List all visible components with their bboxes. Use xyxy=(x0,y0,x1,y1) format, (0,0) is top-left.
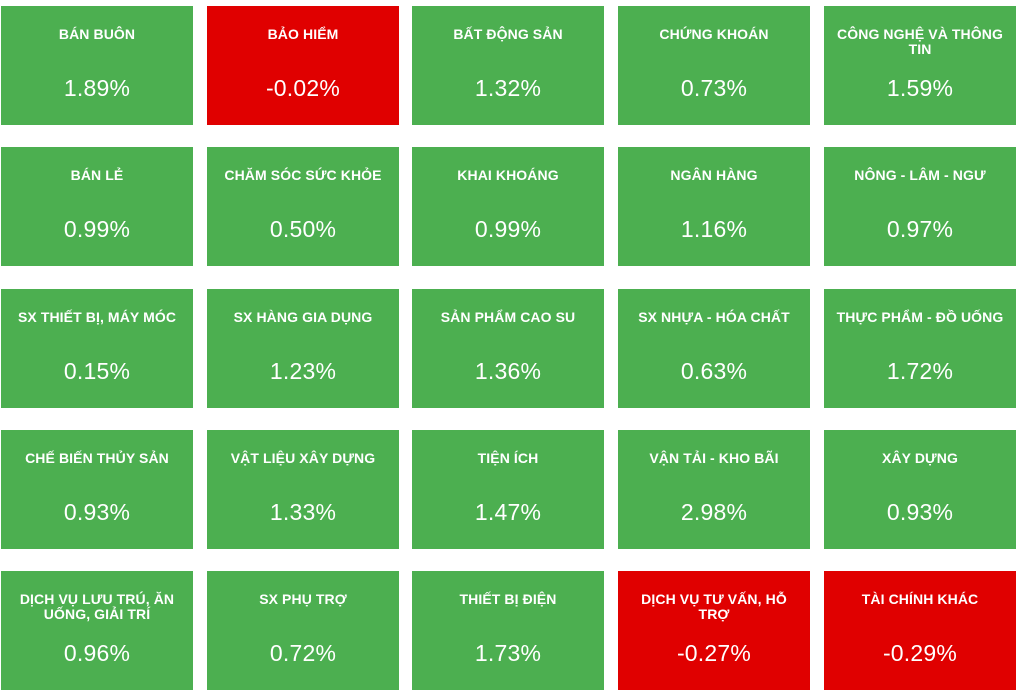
sector-tile[interactable]: DỊCH VỤ LƯU TRÚ, ĂN UỐNG, GIẢI TRÍ 0.96% xyxy=(1,571,193,690)
sector-tile[interactable]: CHẾ BIẾN THỦY SẢN 0.93% xyxy=(1,430,193,549)
sector-tile[interactable]: TÀI CHÍNH KHÁC -0.29% xyxy=(824,571,1016,690)
sector-tile[interactable]: XÂY DỰNG 0.93% xyxy=(824,430,1016,549)
sector-change-value: 1.47% xyxy=(474,499,542,525)
sector-tile[interactable]: NÔNG - LÂM - NGƯ 0.97% xyxy=(824,147,1016,266)
sector-change-value: -0.27% xyxy=(676,640,752,666)
sector-tile[interactable]: BÁN LẺ 0.99% xyxy=(1,147,193,266)
sector-change-value: 0.73% xyxy=(680,75,748,101)
sector-tile[interactable]: SX PHỤ TRỢ 0.72% xyxy=(207,571,399,690)
sector-change-value: 1.33% xyxy=(269,499,337,525)
sector-change-value: 0.99% xyxy=(474,216,542,242)
sector-tile[interactable]: CÔNG NGHỆ VÀ THÔNG TIN 1.59% xyxy=(824,6,1016,125)
sector-name: THỰC PHẨM - ĐỒ UỐNG xyxy=(836,309,1004,325)
sector-tile[interactable]: SẢN PHẨM CAO SU 1.36% xyxy=(412,289,604,408)
sector-name: SX NHỰA - HÓA CHẤT xyxy=(638,309,790,325)
sector-change-value: -0.29% xyxy=(882,640,958,666)
sector-change-value: 1.59% xyxy=(886,75,954,101)
sector-name: TIỆN ÍCH xyxy=(477,450,539,466)
sector-change-value: 0.99% xyxy=(63,216,131,242)
sector-name: CÔNG NGHỆ VÀ THÔNG TIN xyxy=(837,26,1003,57)
sector-tile[interactable]: TIỆN ÍCH 1.47% xyxy=(412,430,604,549)
sector-change-value: 1.72% xyxy=(886,358,954,384)
sector-change-value: 0.63% xyxy=(680,358,748,384)
sector-name: BẢO HIỂM xyxy=(267,26,339,42)
sector-name: BÁN LẺ xyxy=(70,167,124,183)
sector-change-value: 1.36% xyxy=(474,358,542,384)
sector-name: BẤT ĐỘNG SẢN xyxy=(453,26,563,42)
sector-change-value: 0.15% xyxy=(63,358,131,384)
sector-change-value: 0.93% xyxy=(63,499,131,525)
sector-tile[interactable]: BẢO HIỂM -0.02% xyxy=(207,6,399,125)
sector-tile[interactable]: VẬN TẢI - KHO BÃI 2.98% xyxy=(618,430,810,549)
sector-name: BÁN BUÔN xyxy=(58,26,136,42)
sector-name: SX HÀNG GIA DỤNG xyxy=(233,309,373,325)
sector-tile[interactable]: NGÂN HÀNG 1.16% xyxy=(618,147,810,266)
sector-name: CHẾ BIẾN THỦY SẢN xyxy=(25,450,169,466)
sector-name: XÂY DỰNG xyxy=(882,450,958,466)
sector-name: CHĂM SÓC SỨC KHỎE xyxy=(224,167,382,183)
sector-change-value: 1.16% xyxy=(680,216,748,242)
sector-change-value: 1.89% xyxy=(63,75,131,101)
sector-tile[interactable]: DỊCH VỤ TƯ VẤN, HỖ TRỢ -0.27% xyxy=(618,571,810,690)
sector-change-value: 2.98% xyxy=(680,499,748,525)
sector-tile[interactable]: SX THIẾT BỊ, MÁY MÓC 0.15% xyxy=(1,289,193,408)
sector-name: NÔNG - LÂM - NGƯ xyxy=(854,167,986,183)
sector-change-value: 0.50% xyxy=(269,216,337,242)
sector-name: THIẾT BỊ ĐIỆN xyxy=(459,591,557,607)
sector-tile[interactable]: SX HÀNG GIA DỤNG 1.23% xyxy=(207,289,399,408)
sector-name: NGÂN HÀNG xyxy=(670,167,758,183)
sector-change-value: 0.72% xyxy=(269,640,337,666)
sector-name: KHAI KHOÁNG xyxy=(457,167,559,183)
sector-name: VẬT LIỆU XÂY DỰNG xyxy=(230,450,376,466)
sector-tile[interactable]: CHĂM SÓC SỨC KHỎE 0.50% xyxy=(207,147,399,266)
sector-name: SX PHỤ TRỢ xyxy=(259,591,347,607)
sector-name: DỊCH VỤ TƯ VẤN, HỖ TRỢ xyxy=(641,591,787,622)
sector-tile[interactable]: BẤT ĐỘNG SẢN 1.32% xyxy=(412,6,604,125)
sector-change-value: 0.93% xyxy=(886,499,954,525)
sector-change-value: 0.97% xyxy=(886,216,954,242)
sector-name: VẬN TẢI - KHO BÃI xyxy=(649,450,779,466)
sector-tile[interactable]: THIẾT BỊ ĐIỆN 1.73% xyxy=(412,571,604,690)
sector-tile[interactable]: SX NHỰA - HÓA CHẤT 0.63% xyxy=(618,289,810,408)
sector-name: SẢN PHẨM CAO SU xyxy=(440,309,576,325)
sector-tile[interactable]: KHAI KHOÁNG 0.99% xyxy=(412,147,604,266)
sector-name: SX THIẾT BỊ, MÁY MÓC xyxy=(17,309,177,325)
sector-change-value: 1.32% xyxy=(474,75,542,101)
sector-change-value: 0.96% xyxy=(63,640,131,666)
sector-change-value: 1.73% xyxy=(474,640,542,666)
sector-tile[interactable]: THỰC PHẨM - ĐỒ UỐNG 1.72% xyxy=(824,289,1016,408)
sector-tile[interactable]: CHỨNG KHOÁN 0.73% xyxy=(618,6,810,125)
sector-name: DỊCH VỤ LƯU TRÚ, ĂN UỐNG, GIẢI TRÍ xyxy=(19,591,175,622)
sector-change-value: 1.23% xyxy=(269,358,337,384)
sector-name: CHỨNG KHOÁN xyxy=(659,26,769,42)
sector-name: TÀI CHÍNH KHÁC xyxy=(861,591,979,607)
sector-tile[interactable]: VẬT LIỆU XÂY DỰNG 1.33% xyxy=(207,430,399,549)
sector-change-value: -0.02% xyxy=(265,75,341,101)
sector-tile[interactable]: BÁN BUÔN 1.89% xyxy=(1,6,193,125)
